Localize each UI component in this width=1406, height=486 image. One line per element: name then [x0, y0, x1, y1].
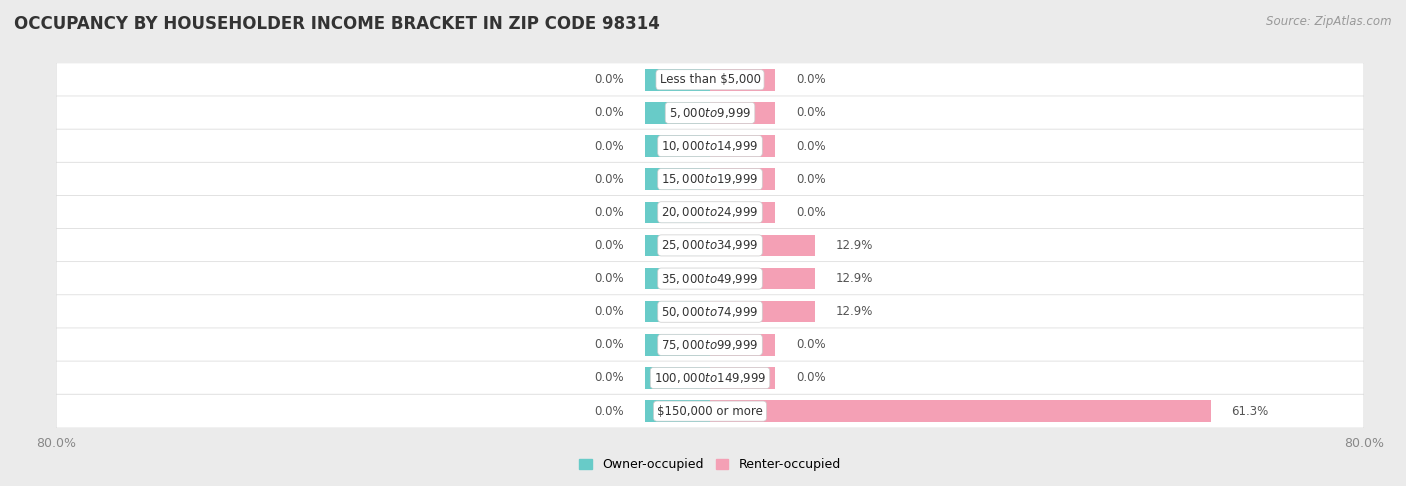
Bar: [644, 202, 710, 223]
Bar: [644, 69, 710, 90]
Bar: [710, 202, 776, 223]
Text: $100,000 to $149,999: $100,000 to $149,999: [654, 371, 766, 385]
Text: 0.0%: 0.0%: [595, 405, 624, 417]
Text: 61.3%: 61.3%: [1232, 405, 1268, 417]
Bar: [644, 102, 710, 123]
Text: 12.9%: 12.9%: [837, 305, 873, 318]
Text: $5,000 to $9,999: $5,000 to $9,999: [669, 106, 751, 120]
Text: 0.0%: 0.0%: [595, 272, 624, 285]
Text: 0.0%: 0.0%: [796, 106, 825, 120]
Text: $15,000 to $19,999: $15,000 to $19,999: [661, 172, 759, 186]
FancyBboxPatch shape: [56, 328, 1364, 362]
Bar: [644, 367, 710, 389]
Text: 0.0%: 0.0%: [595, 305, 624, 318]
Text: 0.0%: 0.0%: [796, 338, 825, 351]
Text: 0.0%: 0.0%: [595, 173, 624, 186]
Bar: [644, 268, 710, 289]
Text: 0.0%: 0.0%: [595, 106, 624, 120]
Text: 0.0%: 0.0%: [796, 173, 825, 186]
Bar: [710, 135, 776, 157]
Text: 0.0%: 0.0%: [595, 338, 624, 351]
Text: $75,000 to $99,999: $75,000 to $99,999: [661, 338, 759, 352]
Bar: [710, 268, 815, 289]
Text: Less than $5,000: Less than $5,000: [659, 73, 761, 86]
FancyBboxPatch shape: [56, 162, 1364, 196]
FancyBboxPatch shape: [56, 394, 1364, 428]
Bar: [644, 168, 710, 190]
FancyBboxPatch shape: [56, 129, 1364, 163]
Bar: [710, 367, 776, 389]
Text: 0.0%: 0.0%: [595, 139, 624, 153]
Text: Source: ZipAtlas.com: Source: ZipAtlas.com: [1267, 15, 1392, 28]
Text: 0.0%: 0.0%: [595, 371, 624, 384]
Text: $25,000 to $34,999: $25,000 to $34,999: [661, 239, 759, 252]
Bar: [644, 334, 710, 356]
FancyBboxPatch shape: [56, 195, 1364, 229]
Text: 0.0%: 0.0%: [595, 239, 624, 252]
FancyBboxPatch shape: [56, 96, 1364, 130]
Legend: Owner-occupied, Renter-occupied: Owner-occupied, Renter-occupied: [575, 453, 845, 476]
Bar: [710, 168, 776, 190]
Text: 0.0%: 0.0%: [796, 139, 825, 153]
Text: 12.9%: 12.9%: [837, 239, 873, 252]
Text: 0.0%: 0.0%: [796, 73, 825, 86]
FancyBboxPatch shape: [56, 295, 1364, 329]
Text: 0.0%: 0.0%: [796, 206, 825, 219]
Text: 0.0%: 0.0%: [595, 206, 624, 219]
FancyBboxPatch shape: [56, 361, 1364, 395]
Text: 12.9%: 12.9%: [837, 272, 873, 285]
FancyBboxPatch shape: [56, 261, 1364, 295]
Text: 0.0%: 0.0%: [595, 73, 624, 86]
Bar: [644, 135, 710, 157]
Text: $150,000 or more: $150,000 or more: [657, 405, 763, 417]
FancyBboxPatch shape: [56, 228, 1364, 262]
Bar: [710, 235, 815, 256]
FancyBboxPatch shape: [56, 63, 1364, 97]
Bar: [710, 69, 776, 90]
Bar: [710, 301, 815, 323]
Bar: [644, 235, 710, 256]
Text: $10,000 to $14,999: $10,000 to $14,999: [661, 139, 759, 153]
Bar: [644, 400, 710, 422]
Text: $20,000 to $24,999: $20,000 to $24,999: [661, 205, 759, 219]
Bar: [710, 334, 776, 356]
Text: $35,000 to $49,999: $35,000 to $49,999: [661, 272, 759, 286]
Text: 0.0%: 0.0%: [796, 371, 825, 384]
Bar: [710, 400, 1211, 422]
Bar: [644, 301, 710, 323]
Text: $50,000 to $74,999: $50,000 to $74,999: [661, 305, 759, 319]
Text: OCCUPANCY BY HOUSEHOLDER INCOME BRACKET IN ZIP CODE 98314: OCCUPANCY BY HOUSEHOLDER INCOME BRACKET …: [14, 15, 659, 33]
Bar: [710, 102, 776, 123]
